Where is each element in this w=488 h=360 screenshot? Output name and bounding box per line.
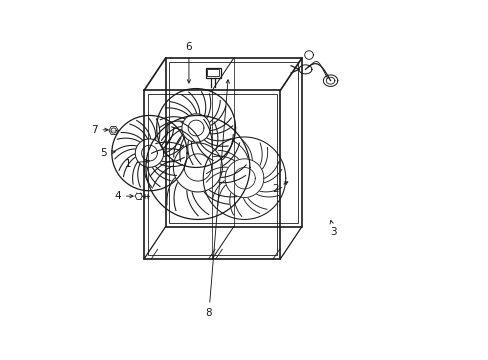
Text: 8: 8 bbox=[205, 80, 229, 318]
Text: 3: 3 bbox=[329, 220, 337, 237]
Text: 4: 4 bbox=[114, 191, 133, 201]
Text: 7: 7 bbox=[91, 125, 108, 135]
Text: 6: 6 bbox=[185, 42, 192, 83]
Text: 2: 2 bbox=[271, 182, 287, 194]
Text: 5: 5 bbox=[100, 148, 115, 158]
Text: 1: 1 bbox=[124, 159, 149, 169]
